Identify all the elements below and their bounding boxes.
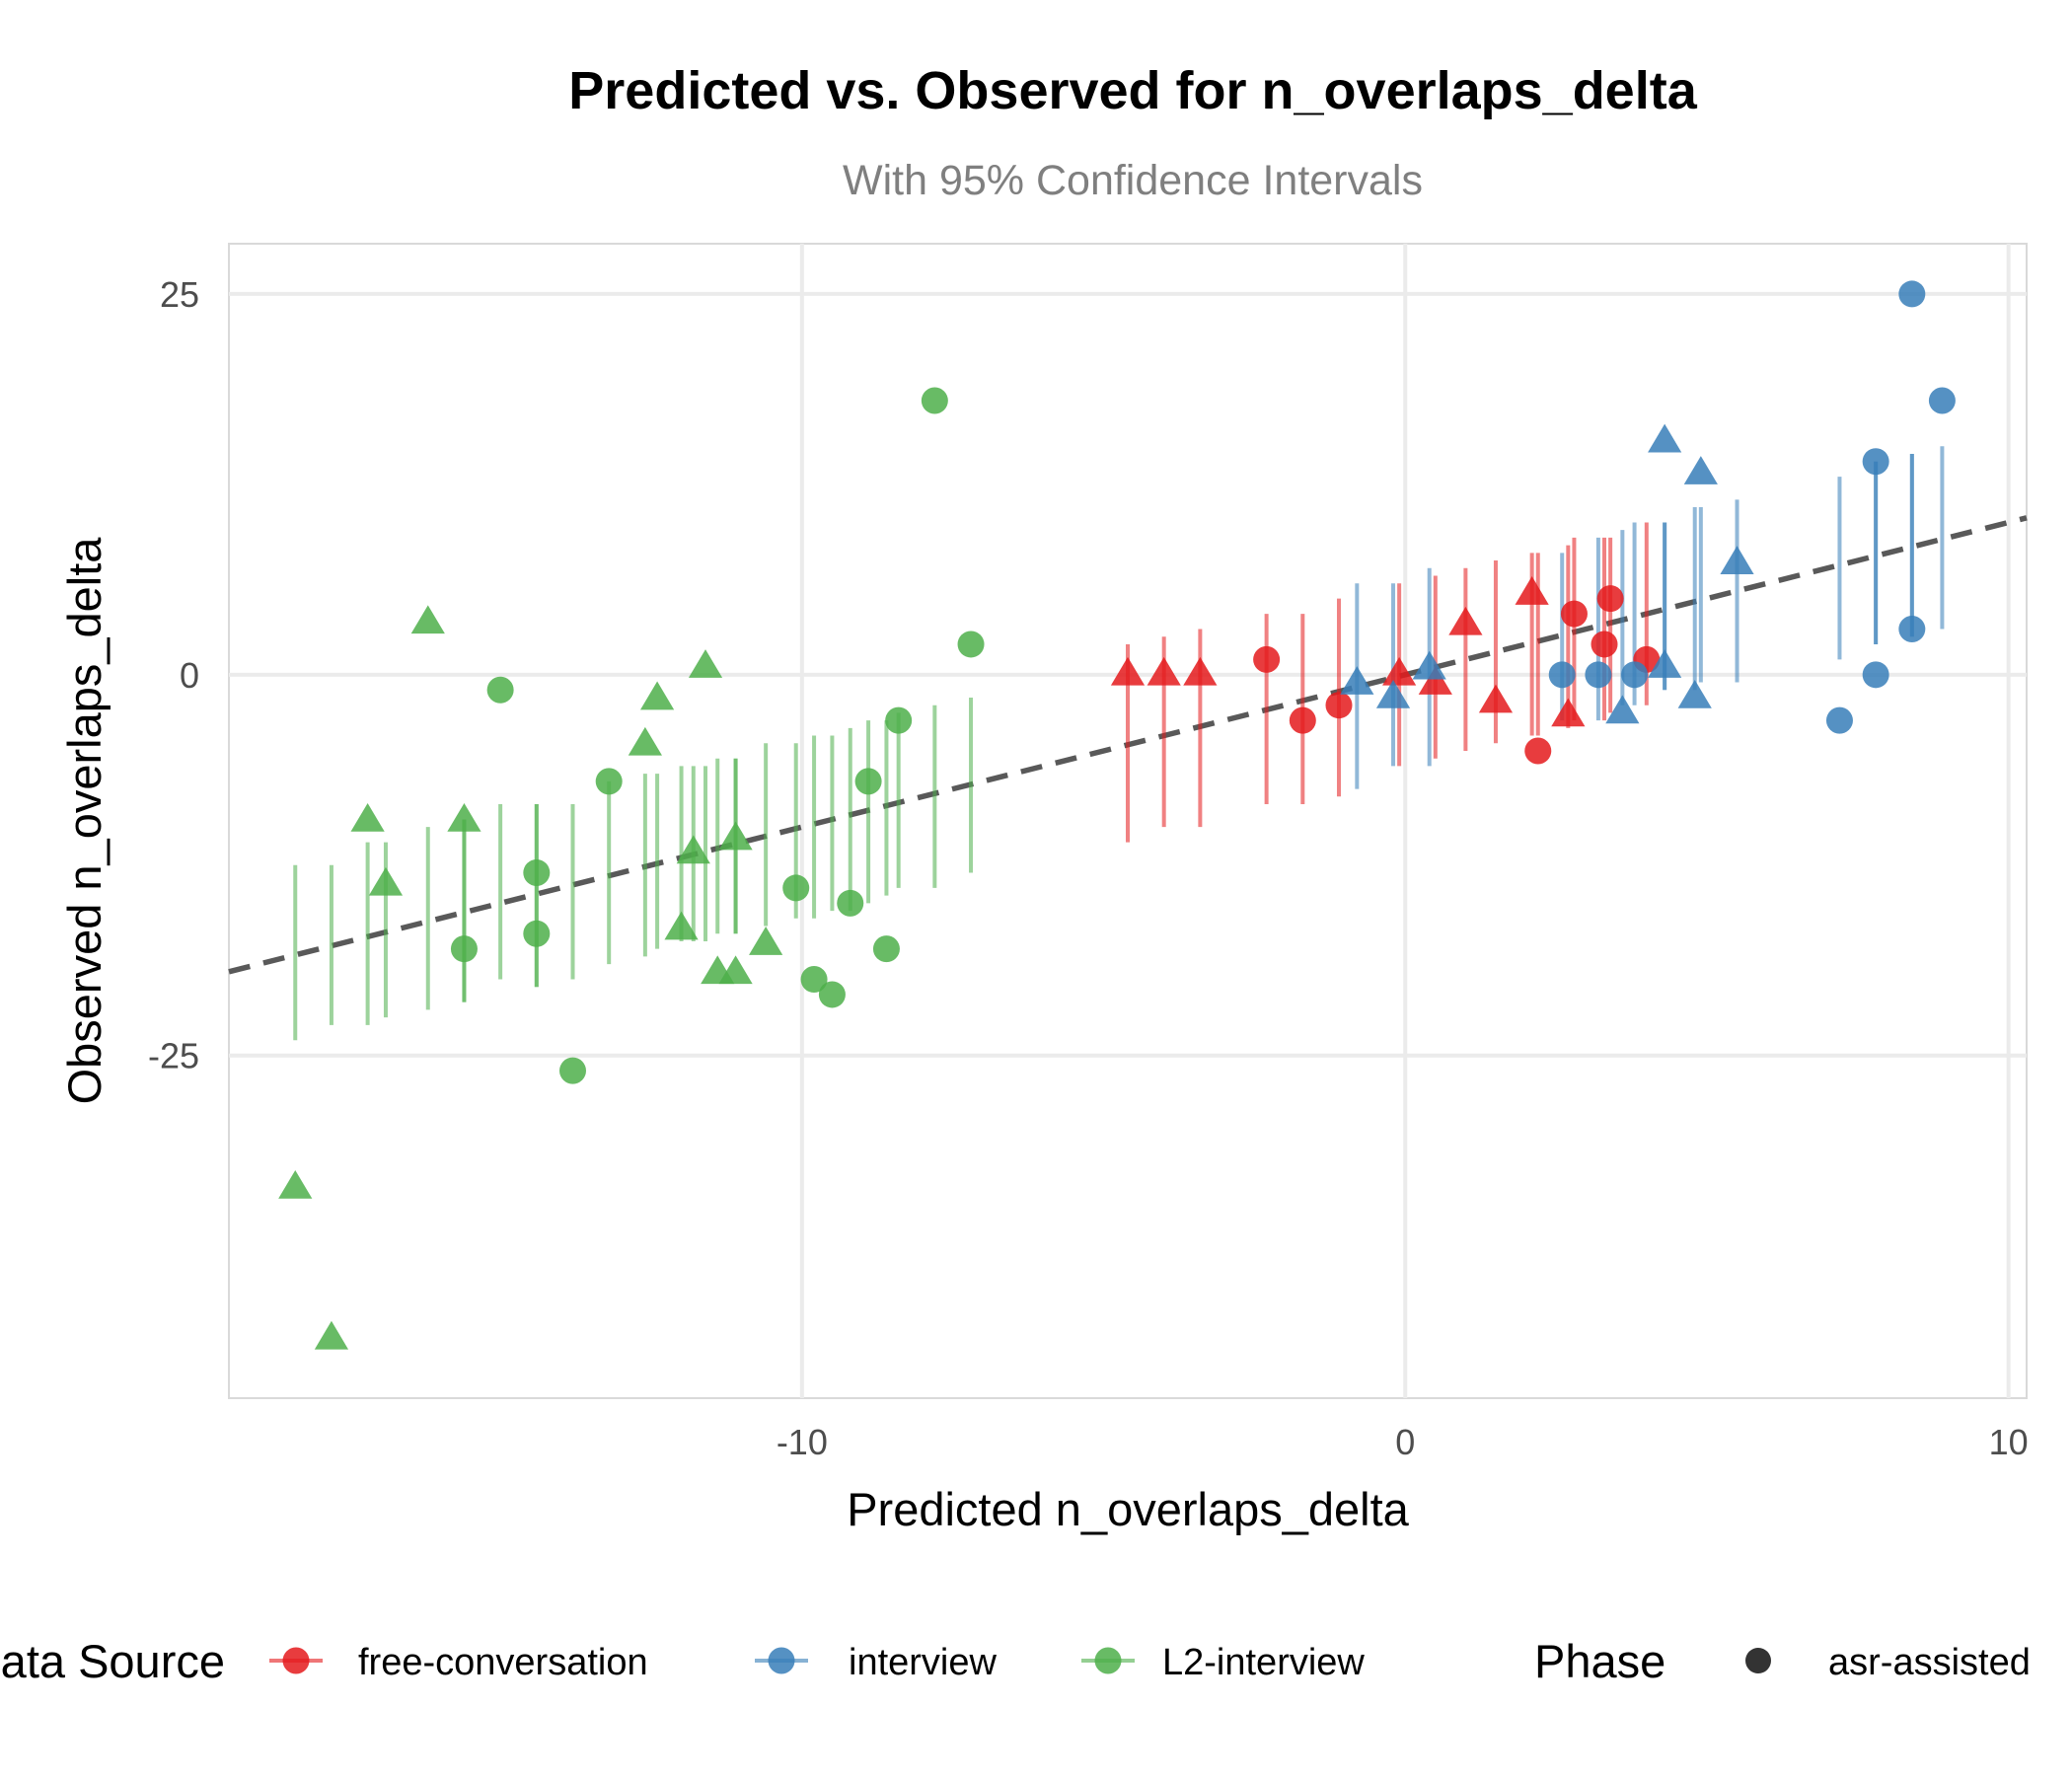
data-point-circle <box>885 706 913 734</box>
data-point-circle <box>1253 645 1281 673</box>
data-point-triangle <box>278 1169 313 1199</box>
x-axis-title: Predicted n_overlaps_delta <box>847 1483 1409 1535</box>
data-point-circle <box>1898 616 1926 643</box>
legend-title-phase: Phase <box>1534 1635 1665 1687</box>
data-point-circle <box>957 631 985 658</box>
data-point-circle <box>1862 661 1889 689</box>
data-point-triangle <box>1418 666 1452 695</box>
data-point-triangle <box>1683 456 1718 484</box>
data-point-circle <box>782 874 810 902</box>
data-point-triangle <box>688 649 723 678</box>
data-point-circle <box>818 981 846 1008</box>
legend-title-data-source: Data Source <box>0 1635 225 1687</box>
data-point-circle <box>1585 661 1612 689</box>
data-point-triangle <box>350 803 385 832</box>
data-point-triangle <box>1183 656 1218 686</box>
data-point-circle <box>872 935 900 963</box>
data-point-circle <box>921 387 948 414</box>
data-point-circle <box>1289 706 1316 734</box>
data-point-triangle <box>1110 656 1146 686</box>
data-point-triangle <box>1382 656 1417 686</box>
data-point-circle <box>523 920 551 947</box>
data-point-triangle <box>1375 679 1411 708</box>
data-point-circle <box>1560 600 1588 628</box>
data-point-triangle <box>1340 666 1374 695</box>
data-point-circle <box>1825 706 1853 734</box>
data-point-circle <box>1596 585 1624 613</box>
data-point-circle <box>800 966 828 994</box>
data-point-triangle <box>676 835 710 864</box>
data-point-triangle <box>718 955 753 985</box>
data-point-circle <box>854 768 882 795</box>
data-point-triangle <box>1147 656 1181 686</box>
y-tick-label: 25 <box>160 274 199 315</box>
data-point-triangle <box>664 911 699 940</box>
data-point-triangle <box>1412 650 1446 680</box>
data-point-triangle <box>1677 679 1712 708</box>
data-point-triangle <box>368 866 404 896</box>
data-points <box>278 280 1956 1350</box>
legend-label: free-conversation <box>358 1642 648 1683</box>
tick-labels: -10 0 10 25 0 -25 <box>148 274 2029 1462</box>
y-tick-label: 0 <box>180 655 199 696</box>
legend-label: asr-assisted <box>1828 1642 2031 1683</box>
chart-subtitle: With 95% Confidence Intervals <box>843 157 1423 204</box>
legend-label: interview <box>849 1642 997 1683</box>
data-point-circle <box>1591 631 1618 658</box>
legend-key-point <box>282 1647 310 1674</box>
legend-key-phase <box>1745 1648 1771 1673</box>
legend-label: L2-interview <box>1162 1642 1365 1683</box>
x-tick-label: 10 <box>1989 1422 2029 1462</box>
legend-key-point <box>768 1647 795 1674</box>
data-point-triangle <box>1605 695 1640 724</box>
data-point-triangle <box>410 605 445 634</box>
data-point-circle <box>1928 387 1956 414</box>
data-point-triangle <box>640 681 675 710</box>
chart-title: Predicted vs. Observed for n_overlaps_de… <box>568 61 1697 120</box>
data-point-circle <box>559 1057 587 1084</box>
legend: Data Source free-conversation interview L2-… <box>0 1635 2031 1687</box>
data-point-circle <box>450 935 478 963</box>
data-point-circle <box>1524 737 1552 765</box>
data-point-triangle <box>1551 698 1586 727</box>
data-point-circle <box>486 676 514 704</box>
data-point-circle <box>1862 448 1889 476</box>
data-point-triangle <box>628 726 662 756</box>
data-point-triangle <box>749 927 783 955</box>
data-point-triangle <box>447 803 481 832</box>
y-axis-title: Observed n_overlaps_delta <box>58 537 111 1105</box>
data-point-circle <box>837 889 864 917</box>
x-tick-label: -10 <box>777 1422 828 1462</box>
data-point-circle <box>1621 661 1649 689</box>
data-point-triangle <box>718 821 753 851</box>
data-point-triangle <box>1515 576 1549 605</box>
data-point-triangle <box>1720 546 1754 574</box>
data-point-circle <box>1548 661 1576 689</box>
data-point-circle <box>1898 280 1926 308</box>
data-point-triangle <box>1478 684 1514 713</box>
data-point-circle <box>1325 692 1353 719</box>
data-point-triangle <box>314 1320 349 1350</box>
data-point-circle <box>595 768 623 795</box>
legend-key-point <box>1094 1647 1122 1674</box>
data-point-triangle <box>1648 423 1682 453</box>
data-point-circle <box>523 858 551 886</box>
data-point-triangle <box>1448 606 1483 635</box>
y-tick-label: -25 <box>148 1036 199 1076</box>
data-point-triangle <box>1648 649 1682 678</box>
x-tick-label: 0 <box>1395 1422 1415 1462</box>
